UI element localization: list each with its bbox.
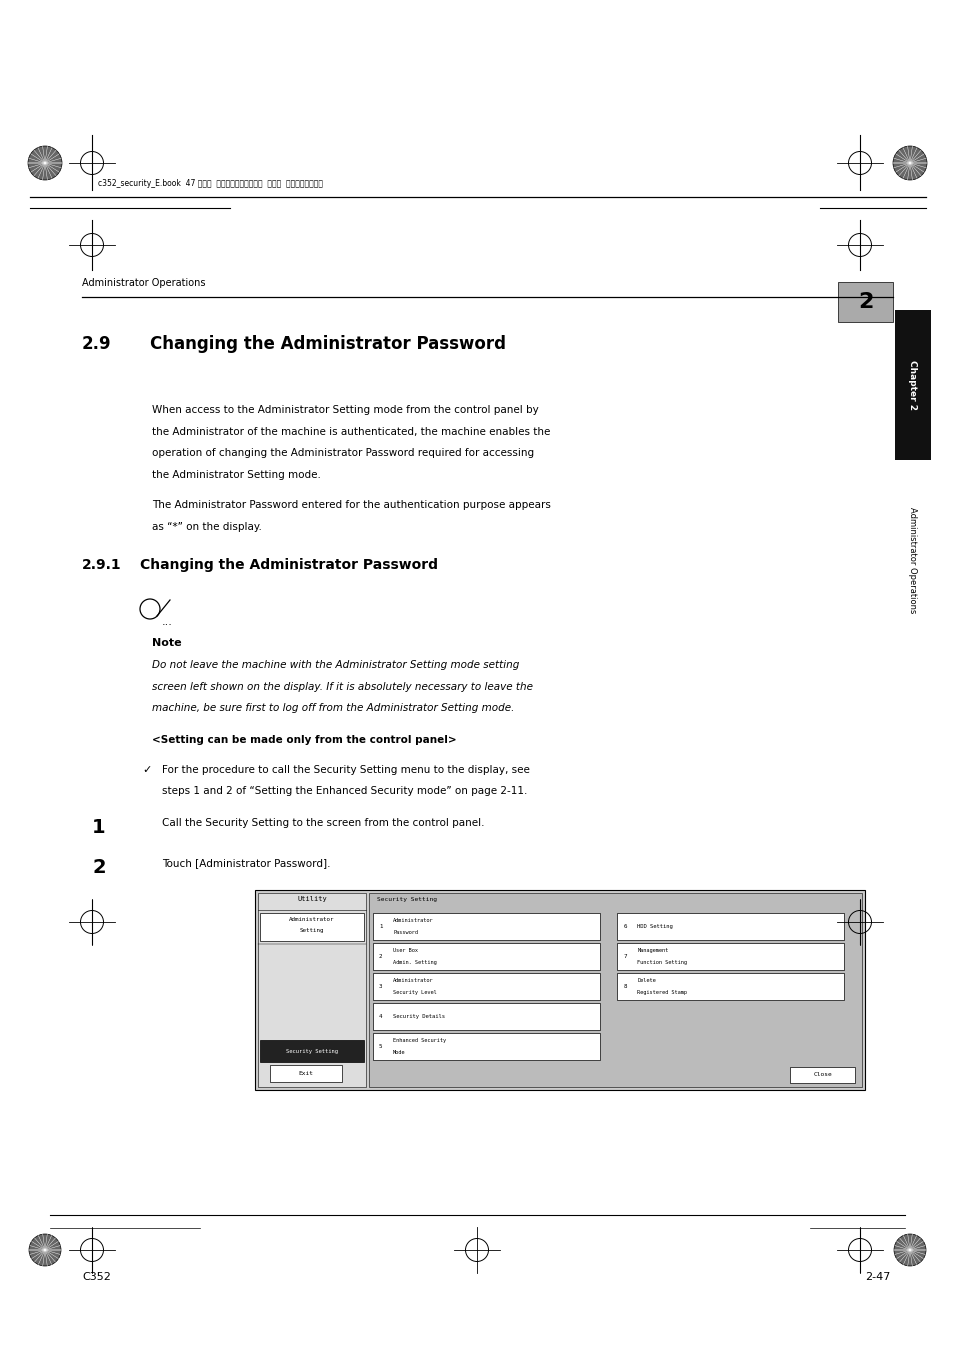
Bar [894, 464, 930, 655]
Text: 6: 6 [623, 923, 626, 929]
Text: 5: 5 [378, 1044, 382, 1049]
Bar [270, 1065, 341, 1081]
Circle shape [29, 1234, 61, 1266]
Text: 2-47: 2-47 [863, 1272, 889, 1282]
Text: Setting: Setting [299, 927, 324, 933]
Text: Management: Management [637, 948, 668, 953]
Text: Administrator: Administrator [289, 917, 335, 922]
Bar [373, 944, 599, 971]
Text: 3: 3 [378, 984, 382, 990]
Bar [260, 1040, 364, 1062]
Text: as “*” on the display.: as “*” on the display. [152, 521, 262, 532]
Text: machine, be sure first to log off from the Administrator Setting mode.: machine, be sure first to log off from t… [152, 703, 514, 713]
Text: screen left shown on the display. If it is absolutely necessary to leave the: screen left shown on the display. If it … [152, 682, 533, 691]
Circle shape [893, 1234, 925, 1266]
Text: User Box: User Box [393, 948, 417, 953]
Text: HDD Setting: HDD Setting [637, 923, 673, 929]
Text: steps 1 and 2 of “Setting the Enhanced Security mode” on page 2-11.: steps 1 and 2 of “Setting the Enhanced S… [162, 787, 527, 796]
Text: ✓: ✓ [142, 765, 152, 775]
Bar [369, 892, 862, 1087]
Text: Enhanced Security: Enhanced Security [393, 1038, 446, 1044]
Text: Mode: Mode [393, 1050, 405, 1054]
Bar [373, 1033, 599, 1060]
Text: Changing the Administrator Password: Changing the Administrator Password [140, 558, 437, 572]
Text: c352_security_E.book  47 ページ  ２００７年４月１１日  水曜日  午前１０時５２分: c352_security_E.book 47 ページ ２００７年４月１１日 水… [98, 180, 323, 188]
Text: 1: 1 [378, 923, 382, 929]
Text: Security Details: Security Details [393, 1014, 444, 1019]
Bar [254, 890, 864, 1089]
Text: Security Setting: Security Setting [286, 1049, 337, 1053]
Text: Function Setting: Function Setting [637, 960, 687, 965]
Text: Do not leave the machine with the Administrator Setting mode setting: Do not leave the machine with the Admini… [152, 660, 518, 670]
Bar [373, 1003, 599, 1030]
Text: Administrator: Administrator [393, 977, 434, 983]
Text: Note: Note [152, 639, 181, 648]
Text: The Administrator Password entered for the authentication purpose appears: The Administrator Password entered for t… [152, 500, 550, 510]
Text: Administrator Operations: Administrator Operations [82, 278, 205, 288]
Text: Admin. Setting: Admin. Setting [393, 960, 436, 965]
Text: Administrator: Administrator [393, 918, 434, 923]
Bar [617, 973, 843, 1000]
Text: When access to the Administrator Setting mode from the control panel by: When access to the Administrator Setting… [152, 405, 538, 414]
Bar [789, 1066, 854, 1083]
Text: 2: 2 [91, 859, 106, 878]
Text: Touch [Administrator Password].: Touch [Administrator Password]. [162, 859, 330, 868]
Text: 2.9: 2.9 [82, 335, 112, 352]
Text: Call the Security Setting to the screen from the control panel.: Call the Security Setting to the screen … [162, 818, 484, 828]
Bar [373, 913, 599, 940]
Text: Administrator Operations: Administrator Operations [907, 506, 917, 613]
Bar [257, 892, 366, 1087]
Text: C352: C352 [82, 1272, 111, 1282]
Text: For the procedure to call the Security Setting menu to the display, see: For the procedure to call the Security S… [162, 765, 529, 775]
Circle shape [892, 146, 926, 180]
Text: Registered Stamp: Registered Stamp [637, 990, 687, 995]
Circle shape [28, 146, 62, 180]
Text: 2: 2 [378, 954, 382, 958]
Text: 4: 4 [378, 1014, 382, 1019]
Text: Security Setting: Security Setting [376, 896, 436, 902]
Text: Security Level: Security Level [393, 990, 436, 995]
Text: 1: 1 [91, 818, 106, 837]
Text: the Administrator Setting mode.: the Administrator Setting mode. [152, 470, 320, 479]
Text: operation of changing the Administrator Password required for accessing: operation of changing the Administrator … [152, 448, 534, 458]
Text: 8: 8 [623, 984, 626, 990]
Bar [617, 944, 843, 971]
Text: Delete: Delete [637, 977, 656, 983]
Text: Utility: Utility [296, 896, 327, 902]
Text: Password: Password [393, 930, 417, 936]
Text: the Administrator of the machine is authenticated, the machine enables the: the Administrator of the machine is auth… [152, 427, 550, 436]
Bar [260, 913, 364, 941]
Bar [373, 973, 599, 1000]
Text: 2: 2 [857, 292, 872, 312]
Text: Exit: Exit [298, 1071, 314, 1076]
Bar [837, 282, 892, 323]
Text: Close: Close [812, 1072, 831, 1077]
Text: 2.9.1: 2.9.1 [82, 558, 121, 572]
Text: <Setting can be made only from the control panel>: <Setting can be made only from the contr… [152, 734, 456, 745]
Bar [617, 913, 843, 940]
Text: Changing the Administrator Password: Changing the Administrator Password [150, 335, 505, 352]
Text: 7: 7 [623, 954, 626, 958]
Text: ...: ... [162, 617, 172, 626]
Bar [894, 310, 930, 460]
Text: Chapter 2: Chapter 2 [907, 360, 917, 410]
